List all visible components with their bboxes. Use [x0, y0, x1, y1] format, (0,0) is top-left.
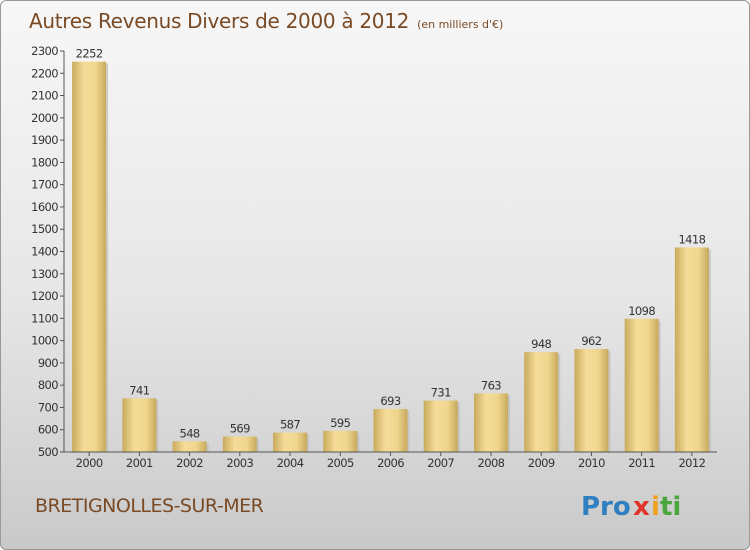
x-tick-label-2006: 2006: [377, 456, 404, 470]
logo-part-3: i: [651, 492, 660, 522]
x-tick-label-2000: 2000: [76, 456, 103, 470]
y-tick-label: 1900: [31, 133, 58, 147]
y-tick-label: 700: [38, 400, 58, 414]
logo-part-4: ti: [660, 492, 681, 522]
x-tick-label-2005: 2005: [327, 456, 354, 470]
data-label-2003: 569: [230, 422, 250, 436]
bar-2006: [373, 409, 408, 452]
y-tick-label: 600: [38, 423, 58, 437]
bar-2002: [172, 441, 207, 452]
bar-2004: [273, 432, 308, 452]
bar-2007: [423, 400, 458, 452]
y-tick-label: 1000: [31, 334, 58, 348]
data-label-2011: 1098: [628, 304, 655, 318]
y-axis: 500 600 700 800 900 1000 1100 1200 1300 1400 1500 1…: [31, 44, 65, 459]
x-tick-label-2011: 2011: [628, 456, 655, 470]
bar-2000: [72, 61, 107, 453]
y-tick-label: 2000: [31, 111, 58, 125]
x-tick-label-2007: 2007: [427, 456, 454, 470]
proxiti-logo: Pro x i ti: [581, 492, 681, 522]
data-label-2012: 1418: [678, 232, 705, 246]
y-tick-label: 900: [38, 356, 58, 370]
data-label-2006: 693: [380, 394, 400, 408]
bar-2009: [524, 352, 559, 452]
title-text: Autres Revenus Divers de 2000 à 2012: [29, 9, 410, 33]
data-label-2005: 595: [330, 416, 350, 430]
commune-name: BRETIGNOLLES-SUR-MER: [35, 495, 264, 517]
x-tick-label-2010: 2010: [578, 456, 605, 470]
chart-title: Autres Revenus Divers de 2000 à 2012 (en …: [29, 9, 503, 33]
y-tick-label: 1100: [31, 311, 58, 325]
x-axis: 2000 2001 2002 2003 2004 2005 2006 2007 2008 2009…: [64, 451, 717, 470]
bars: 2252 741 548 569 587 595 693 731 763 948 962 1098 14…: [72, 47, 711, 453]
bar-2012: [674, 247, 709, 452]
x-tick-label-2001: 2001: [126, 456, 153, 470]
data-label-2001: 741: [129, 383, 149, 397]
y-tick-label: 1800: [31, 155, 58, 169]
x-tick-label-2002: 2002: [176, 456, 203, 470]
data-label-2000: 2252: [76, 47, 103, 61]
bar-2001: [122, 398, 157, 452]
y-tick-label: 1400: [31, 245, 58, 259]
bar-2011: [624, 318, 659, 452]
x-tick-label-2009: 2009: [528, 456, 555, 470]
y-tick-label: 1500: [31, 222, 58, 236]
x-tick-label-2004: 2004: [277, 456, 304, 470]
y-tick-label: 1200: [31, 289, 58, 303]
logo-part-2: x: [633, 492, 650, 522]
y-tick-label: 1700: [31, 178, 58, 192]
x-tick-label-2003: 2003: [226, 456, 253, 470]
logo-part-1: Pro: [581, 492, 631, 522]
data-label-2008: 763: [481, 378, 501, 392]
y-tick-label: 2300: [31, 44, 58, 58]
y-tick-label: 2200: [31, 66, 58, 80]
data-label-2002: 548: [179, 426, 199, 440]
y-tick-label: 2100: [31, 89, 58, 103]
data-label-2009: 948: [531, 337, 551, 351]
bar-2008: [473, 393, 508, 452]
data-label-2007: 731: [431, 386, 451, 400]
y-tick-label: 800: [38, 378, 58, 392]
bar-2005: [323, 430, 358, 452]
x-tick-label-2008: 2008: [478, 456, 505, 470]
title-unit: (en milliers d'€): [417, 18, 504, 31]
data-label-2010: 962: [581, 334, 601, 348]
x-tick-label-2012: 2012: [678, 456, 705, 470]
y-tick-label: 1600: [31, 200, 58, 214]
y-tick-label: 1300: [31, 267, 58, 281]
y-tick-label: 500: [38, 445, 58, 459]
bar-2010: [574, 349, 609, 452]
bar-2003: [222, 436, 257, 452]
data-label-2004: 587: [280, 418, 300, 432]
